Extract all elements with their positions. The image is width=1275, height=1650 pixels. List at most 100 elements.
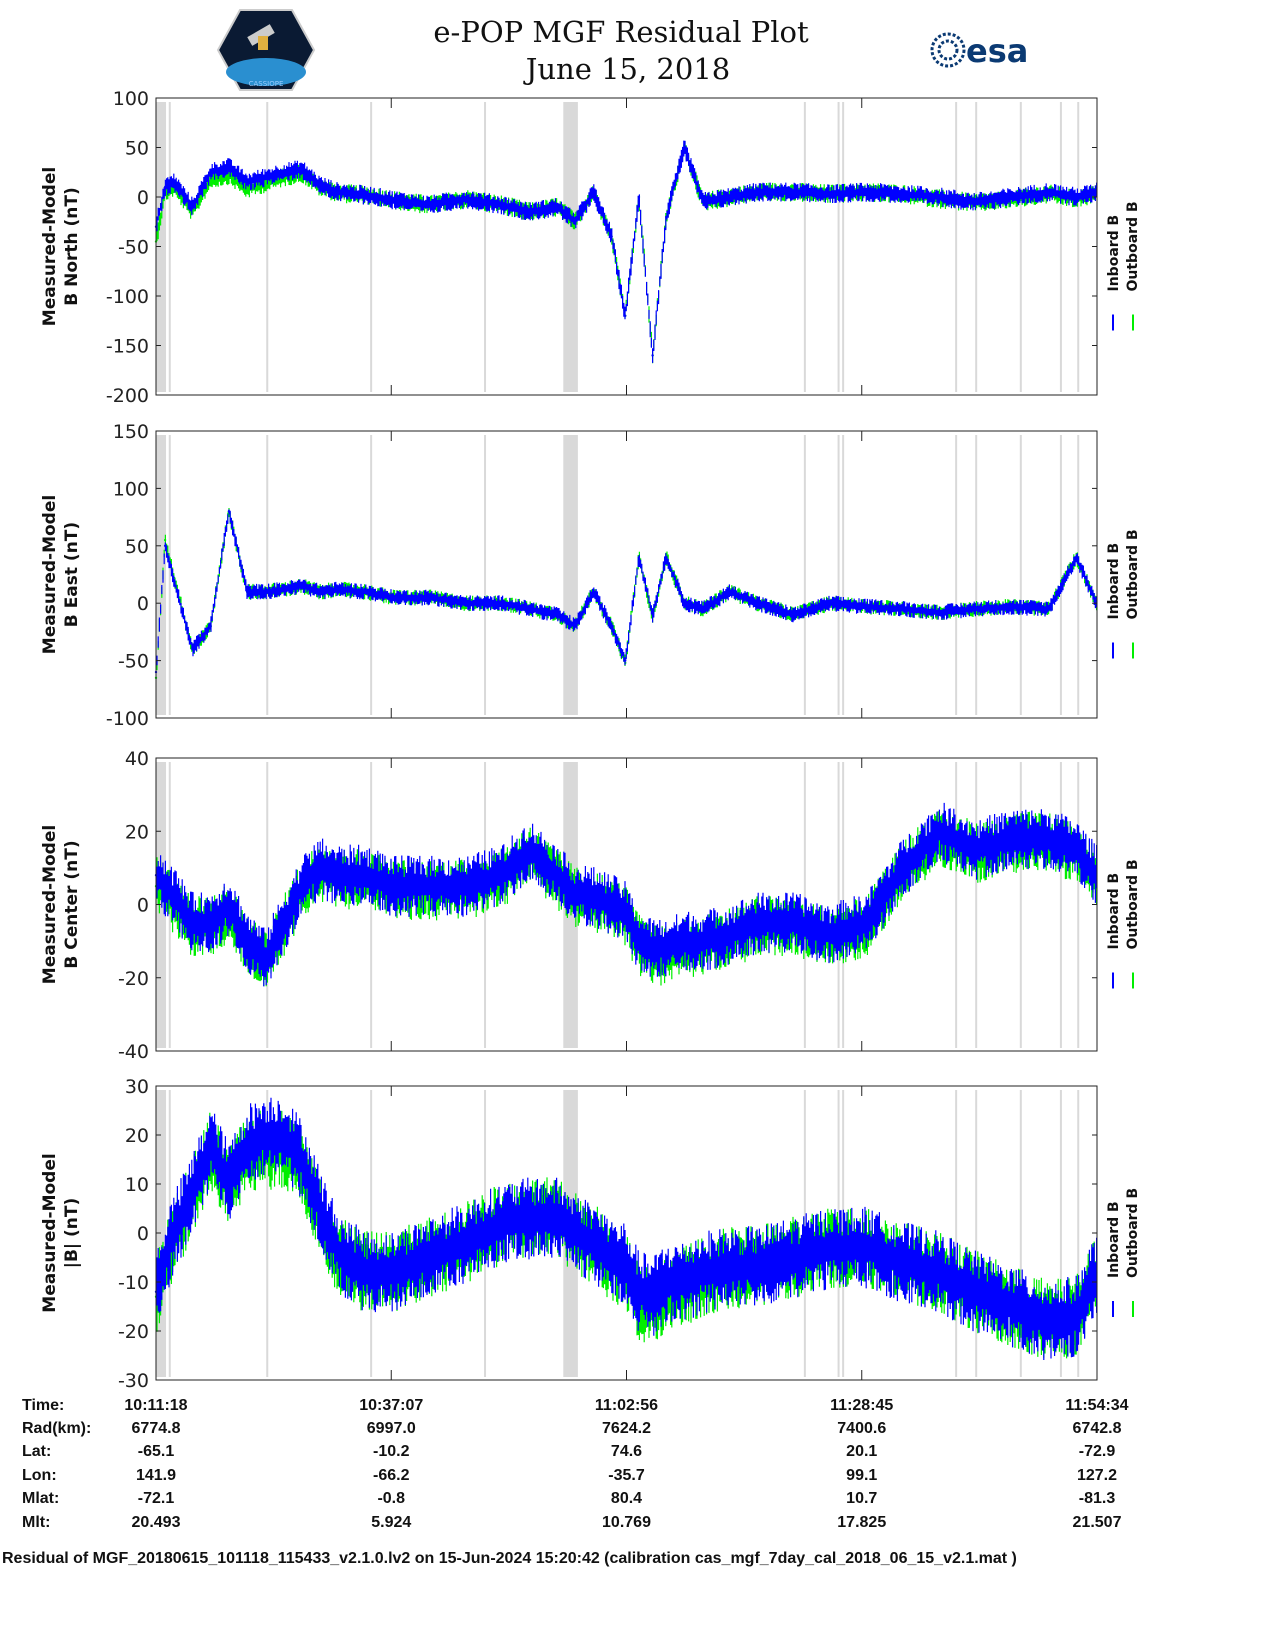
data-point <box>337 1251 340 1254</box>
ephemeris-row-label: Lon: <box>22 1467 57 1484</box>
ephemeris-value: -65.1 <box>138 1443 175 1460</box>
data-point <box>391 1270 395 1274</box>
data-point <box>624 314 627 317</box>
data-point <box>1011 1305 1014 1308</box>
ephemeris-value: 21.507 <box>1073 1514 1122 1531</box>
ephemeris-value: 5.924 <box>371 1514 411 1531</box>
data-point <box>173 180 176 184</box>
y-axis-label-line: B Center (nT) <box>62 840 82 968</box>
data-point <box>264 590 267 593</box>
data-point <box>592 895 595 899</box>
series-trace <box>156 1097 1098 1360</box>
data-point <box>173 579 176 582</box>
legend: Inboard B Outboard B <box>1106 529 1141 659</box>
panel-1: 100 50 0 -50 -100 -150 -200 Measured-Model B Nor… <box>40 88 1141 407</box>
data-point <box>756 1266 759 1269</box>
legend-outboard-label: Outboard B <box>1125 201 1141 291</box>
data-point <box>428 884 431 888</box>
data-gap-band <box>1059 762 1062 1048</box>
esa-logo-text: esa <box>966 32 1028 70</box>
data-point <box>665 1280 668 1284</box>
data-point <box>974 607 978 611</box>
data-point <box>865 190 868 194</box>
data-point <box>728 195 732 199</box>
data-gap-band <box>563 102 578 392</box>
data-point <box>901 1261 905 1264</box>
ephemeris-value: 6742.8 <box>1073 1420 1122 1437</box>
data-point <box>610 903 613 906</box>
data-point <box>264 181 267 185</box>
data-point <box>337 190 340 194</box>
y-axis-label: Measured-Model B North (nT) <box>40 167 82 326</box>
data-point <box>282 171 285 174</box>
data-point <box>1047 1319 1051 1323</box>
y-tick-label: 10 <box>125 1174 149 1196</box>
ephemeris-value: -72.1 <box>138 1490 175 1507</box>
data-point <box>163 544 167 548</box>
ephemeris-value: 99.1 <box>846 1467 877 1484</box>
data-point <box>428 596 431 599</box>
data-point <box>683 602 686 605</box>
data-gap-band <box>1059 435 1062 715</box>
ephemeris-value: 141.9 <box>136 1467 176 1484</box>
data-point <box>209 171 212 174</box>
data-point <box>637 195 641 199</box>
data-point <box>974 1290 978 1294</box>
time-tick-label: 11:28:45 <box>830 1397 893 1414</box>
data-point <box>227 903 231 906</box>
data-point <box>173 895 176 899</box>
data-point <box>245 590 249 593</box>
data-point <box>163 185 167 189</box>
legend-outboard-label: Outboard B <box>1125 529 1141 619</box>
data-point <box>282 1133 285 1137</box>
data-point <box>1047 837 1051 840</box>
data-point <box>300 168 303 171</box>
y-tick-label: -200 <box>106 385 149 407</box>
ephemeris-row-label: Mlat: <box>22 1490 59 1507</box>
data-point <box>391 198 395 202</box>
data-point <box>245 939 249 943</box>
data-point <box>792 613 796 616</box>
data-point <box>364 590 367 593</box>
data-point <box>555 205 559 209</box>
panel-2: 150 100 50 0 -50 -100 Measured-Model B East (nT… <box>40 421 1141 730</box>
data-point <box>464 884 468 888</box>
data-point <box>364 874 367 877</box>
plot-date: June 15, 2018 <box>523 52 731 86</box>
data-point <box>901 192 905 196</box>
data-point <box>282 921 285 925</box>
time-tick-label: 11:54:34 <box>1065 1397 1128 1414</box>
data-point <box>901 607 905 611</box>
data-point <box>683 939 686 943</box>
data-gap-band <box>266 1090 269 1377</box>
data-point <box>974 848 978 851</box>
footer-caption: Residual of MGF_20180615_101118_115433_v… <box>2 1550 1017 1567</box>
data-point <box>191 1192 194 1196</box>
time-tick-label: 11:02:56 <box>595 1397 658 1414</box>
data-point <box>1075 1315 1078 1318</box>
y-axis-label-line: B East (nT) <box>62 522 82 627</box>
data-point <box>974 200 978 204</box>
y-axis-label: Measured-Model |B| (nT) <box>40 1153 82 1312</box>
data-gap-band <box>1019 1090 1022 1377</box>
y-axis-label-line: Measured-Model <box>40 495 60 654</box>
data-point <box>624 1261 627 1264</box>
y-axis-label: Measured-Model B East (nT) <box>40 495 82 654</box>
y-tick-label: 40 <box>125 748 149 770</box>
data-point <box>282 588 285 591</box>
data-point <box>792 190 796 194</box>
ephemeris-value: 127.2 <box>1077 1467 1117 1484</box>
data-point <box>665 556 668 559</box>
data-gap-band <box>975 435 978 715</box>
data-point <box>728 932 732 936</box>
data-point <box>245 1143 249 1147</box>
data-point <box>318 1207 322 1210</box>
data-point <box>573 892 577 895</box>
legend: Inboard B Outboard B <box>1106 201 1141 331</box>
y-tick-label: 150 <box>113 421 149 443</box>
data-point <box>528 607 531 611</box>
data-point <box>555 613 559 616</box>
legend: Inboard B Outboard B <box>1106 859 1141 989</box>
data-gap-band <box>1019 102 1022 392</box>
y-tick-label: 100 <box>113 88 149 110</box>
